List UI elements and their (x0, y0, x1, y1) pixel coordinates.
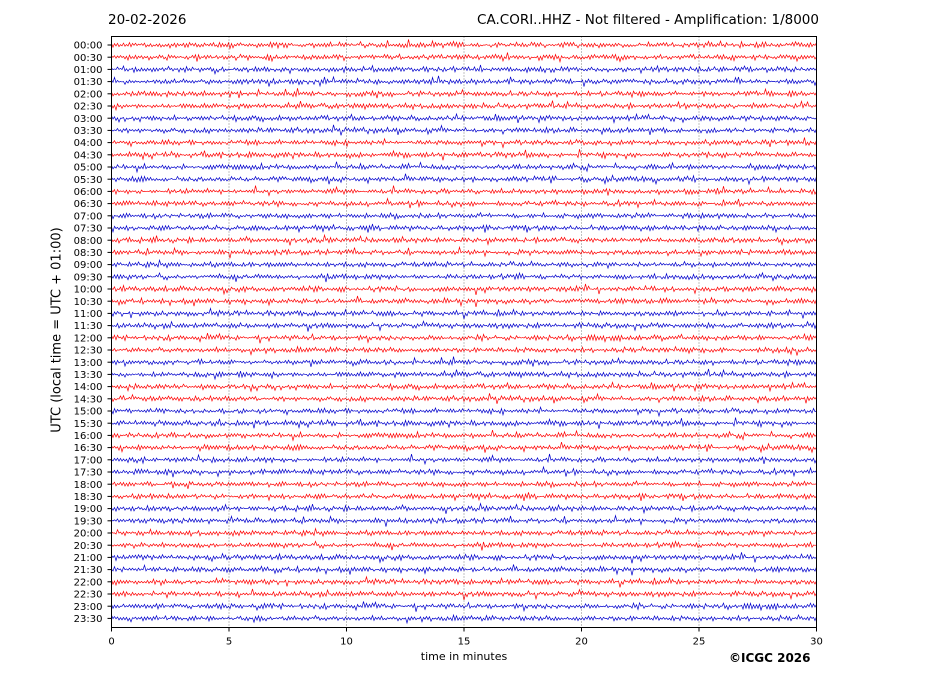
y-tick-label: 05:00 (74, 163, 103, 174)
y-tick-label: 04:30 (74, 150, 103, 161)
date-label: 20-02-2026 (108, 12, 187, 28)
y-tick-label: 20:30 (74, 541, 103, 552)
y-tick-label: 00:30 (74, 53, 103, 64)
y-tick-label: 12:00 (74, 333, 103, 344)
y-tick-label: 11:30 (74, 321, 103, 332)
trace-1200 (111, 332, 817, 344)
trace-1830 (111, 492, 817, 502)
y-tick-label: 22:00 (74, 577, 103, 588)
x-tick-label: 0 (108, 637, 114, 648)
trace-1800 (111, 480, 817, 489)
trace-0830 (111, 245, 817, 259)
x-tick-label: 15 (458, 637, 471, 648)
y-tick-label: 06:00 (74, 187, 103, 198)
trace-2030 (111, 540, 817, 551)
x-ticks-group: 0 5 10 15 20 25 30 (108, 627, 823, 648)
trace-1430 (111, 392, 817, 404)
trace-2130 (111, 563, 817, 576)
y-tick-label: 05:30 (74, 175, 103, 186)
copyright-label: ©ICGC 2026 (729, 651, 811, 665)
trace-1600 (111, 429, 817, 442)
y-tick-label: 18:30 (74, 492, 103, 503)
y-tick-label: 20:00 (74, 529, 103, 540)
y-tick-label: 03:30 (74, 126, 103, 137)
y-tick-label: 12:30 (74, 346, 103, 357)
y-tick-label: 22:30 (74, 590, 103, 601)
trace-0730 (111, 223, 817, 234)
y-tick-label: 18:00 (74, 480, 103, 491)
x-tick-label: 10 (340, 637, 353, 648)
y-tick-label: 11:00 (74, 309, 103, 320)
y-tick-label: 19:00 (74, 504, 103, 515)
trace-0630 (111, 197, 817, 209)
y-tick-label: 07:00 (74, 211, 103, 222)
y-tick-label: 10:00 (74, 285, 103, 296)
y-tick-label: 15:30 (74, 419, 103, 430)
y-tick-label: 13:00 (74, 358, 103, 369)
y-tick-label: 17:30 (74, 468, 103, 479)
trace-1500 (111, 406, 817, 418)
y-tick-label: 19:30 (74, 516, 103, 527)
y-tick-label: 00:00 (74, 41, 103, 52)
y-tick-label: 02:30 (74, 102, 103, 113)
y-tick-label: 01:00 (74, 65, 103, 76)
y-tick-label: 16:00 (74, 431, 103, 442)
trace-0900 (111, 258, 817, 270)
y-tick-label: 10:30 (74, 297, 103, 308)
y-tick-label: 02:00 (74, 89, 103, 100)
y-tick-label: 23:00 (74, 602, 103, 613)
y-tick-label: 16:30 (74, 443, 103, 454)
trace-1400 (111, 381, 817, 393)
y-tick-label: 08:00 (74, 236, 103, 247)
y-tick-label: 23:30 (74, 614, 103, 625)
trace-0130 (111, 75, 817, 88)
chart-title: CA.CORI..HHZ - Not filtered - Amplificat… (477, 12, 819, 28)
y-tick-label: 15:00 (74, 407, 103, 418)
y-tick-label: 07:30 (74, 224, 103, 235)
y-tick-label: 21:00 (74, 553, 103, 564)
trace-0000 (111, 39, 817, 50)
trace-1300 (111, 356, 817, 368)
y-tick-label: 13:30 (74, 370, 103, 381)
y-tick-label: 14:30 (74, 394, 103, 405)
y-tick-label: 09:00 (74, 260, 103, 271)
x-tick-label: 30 (810, 637, 823, 648)
trace-2000 (111, 527, 817, 538)
trace-2200 (111, 575, 817, 588)
y-tick-label: 09:30 (74, 272, 103, 283)
trace-0230 (111, 99, 817, 112)
y-tick-label: 04:00 (74, 138, 103, 149)
x-axis-label: time in minutes (420, 650, 508, 663)
trace-1630 (111, 441, 817, 454)
y-tick-label: 08:30 (74, 248, 103, 259)
x-tick-label: 5 (226, 637, 232, 648)
y-tick-label: 03:00 (74, 114, 103, 125)
y-tick-label: 06:30 (74, 199, 103, 210)
y-tick-label: 14:00 (74, 382, 103, 393)
trace-1230 (111, 345, 817, 356)
y-tick-label: 01:30 (74, 77, 103, 88)
trace-2230 (111, 588, 817, 601)
trace-1700 (111, 453, 817, 466)
x-tick-label: 25 (693, 637, 706, 648)
trace-0700 (111, 211, 817, 221)
x-tick-label: 20 (575, 637, 588, 648)
grid-group (228, 36, 700, 628)
y-tick-label: 17:00 (74, 455, 103, 466)
trace-0530 (111, 173, 817, 186)
trace-1130 (111, 320, 817, 332)
y-tick-label: 21:30 (74, 565, 103, 576)
plot-frame (111, 36, 817, 628)
trace-0030 (111, 52, 817, 64)
